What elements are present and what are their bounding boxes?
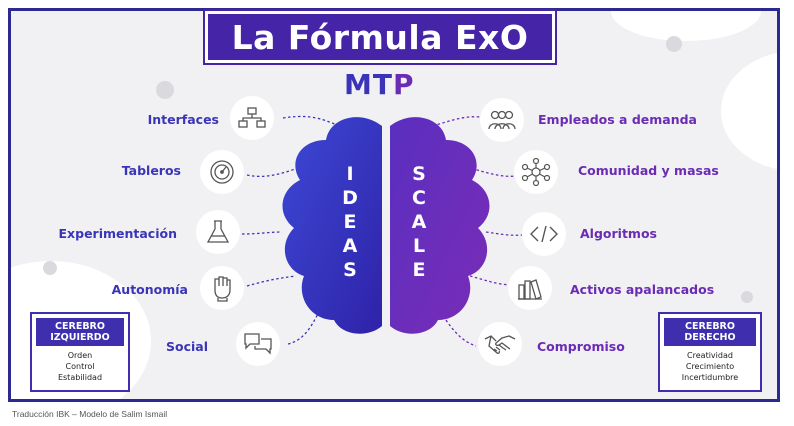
chat-bubbles-icon: [244, 333, 272, 355]
left-brain-item: Estabilidad: [57, 373, 103, 382]
right-brain-item: Creatividad: [687, 351, 733, 360]
mtp-part1: MT: [344, 68, 393, 101]
ideas-icon-autonomia: [200, 266, 244, 310]
right-brain-item: Crecimiento: [685, 362, 735, 371]
scale-label-algoritmos: Algoritmos: [580, 226, 657, 241]
scale-icon-algoritmos: [522, 212, 566, 256]
flask-icon: [206, 220, 230, 243]
left-brain-item: Control: [65, 362, 95, 371]
ideas-icon-social: [236, 322, 280, 366]
mtp-heading: MTP: [344, 68, 415, 101]
page-title: La Fórmula ExO: [231, 17, 529, 57]
ideas-icon-experimentacion: [196, 210, 240, 254]
scale-label-comunidad: Comunidad y masas: [578, 163, 719, 178]
ideas-letter: S: [343, 259, 357, 281]
background-dot: [156, 81, 174, 99]
title-banner: La Fórmula ExO: [203, 9, 557, 65]
background-dot: [666, 36, 682, 52]
scale-icon-comunidad: [514, 150, 558, 194]
right-hemisphere: [390, 117, 490, 334]
flowchart-icon: [238, 107, 266, 128]
scale-icon-activos: [508, 266, 552, 310]
scale-letter: L: [412, 235, 426, 257]
code-icon: [530, 225, 558, 243]
scale-letter: E: [412, 259, 426, 281]
scale-letter: A: [411, 211, 427, 233]
scale-label-compromiso: Compromiso: [537, 339, 625, 354]
ideas-letter: A: [342, 235, 358, 257]
gauge-icon: [210, 160, 234, 184]
ideas-letter: E: [343, 211, 357, 233]
scale-letter: C: [412, 187, 426, 209]
footer-credit: Traducción IBK – Modelo de Salim Ismail: [12, 409, 168, 419]
scale-label-empleados: Empleados a demanda: [538, 112, 697, 127]
ideas-letter: D: [342, 187, 358, 209]
background-dot: [741, 291, 753, 303]
fist-icon: [214, 276, 231, 302]
network-icon: [521, 157, 551, 187]
right-connectors: [427, 116, 523, 347]
scale-icon-compromiso: [478, 322, 522, 366]
scale-label-activos: Activos apalancados: [570, 282, 715, 297]
ideas-label-autonomia: Autonomía: [111, 282, 188, 297]
people-icon: [488, 110, 516, 130]
right-brain-box-header: CEREBRO DERECHO: [664, 318, 756, 346]
handshake-icon: [484, 335, 516, 354]
left-brain-box-header: CEREBRO IZQUIERDO: [36, 318, 124, 346]
mtp-part2: P: [392, 68, 415, 101]
ideas-label-experimentacion: Experimentación: [58, 226, 177, 241]
background-dot: [43, 261, 57, 275]
left-hemisphere: [282, 117, 382, 334]
scale-icon-empleados: [480, 98, 524, 142]
ideas-label-tableros: Tableros: [121, 163, 181, 178]
right-brain-box: CEREBRO DERECHO Creatividad Crecimiento …: [658, 312, 762, 392]
books-icon: [518, 279, 542, 300]
ideas-label-social: Social: [165, 339, 208, 354]
left-brain-item: Orden: [67, 351, 93, 360]
ideas-icon-tableros: [200, 150, 244, 194]
scale-letter: S: [412, 163, 426, 185]
ideas-label-interfaces: Interfaces: [147, 112, 219, 127]
ideas-word: I D E A S: [340, 162, 360, 282]
right-brain-item: Incertidumbre: [681, 373, 739, 382]
left-brain-box: CEREBRO IZQUIERDO Orden Control Estabili…: [30, 312, 130, 392]
ideas-letter: I: [346, 163, 354, 185]
ideas-icon-interfaces: [230, 96, 274, 140]
scale-word: S C A L E: [409, 162, 429, 282]
